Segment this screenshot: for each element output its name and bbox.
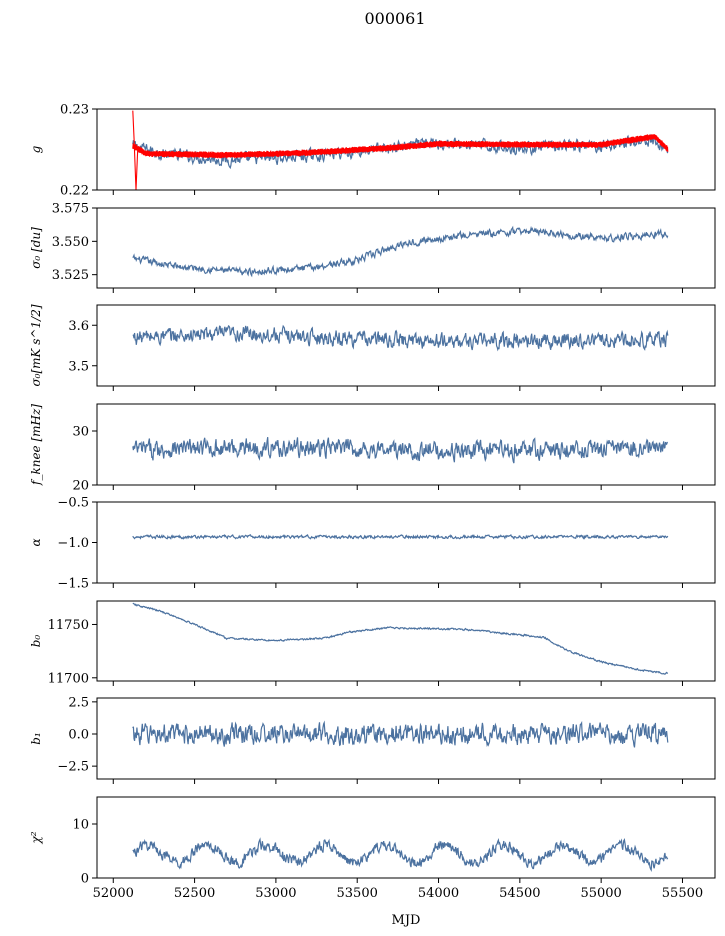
y-axis-label-chi2: χ² <box>29 831 43 844</box>
y-tick-label: 11750 <box>48 618 89 633</box>
axes-frame <box>96 403 716 486</box>
panel-b1: −2.5 0.0 2.5 b₁ <box>29 695 716 784</box>
y-axis-label-b0: b₀ <box>29 635 43 648</box>
y-tick-label: 3.6 <box>68 319 89 334</box>
panel-sigma_mk: 3.5 3.6 σ₀[mK s^1/2] <box>29 304 716 391</box>
panel-fknee: 20 30 f_knee [mHz] <box>29 403 716 494</box>
y-axis-label-fknee: f_knee [mHz] <box>29 404 43 486</box>
y-tick-label: −1.5 <box>57 577 89 592</box>
y-tick-label: 2.5 <box>68 695 89 710</box>
y-axis-label-b1: b₁ <box>29 732 43 745</box>
y-tick-label: 30 <box>72 425 89 440</box>
x-tick-label: 53000 <box>255 886 296 901</box>
axes-frame <box>96 796 716 879</box>
axes-frame <box>96 108 716 191</box>
y-axis-label-sigma_du: σ₀ [du] <box>29 227 43 269</box>
axes-frame <box>96 600 716 682</box>
series-line-b0 <box>132 602 669 675</box>
series-line-fknee <box>132 437 668 464</box>
x-tick-label: 52000 <box>93 886 134 901</box>
series-line-sigma_du <box>132 225 669 278</box>
y-tick-label: −2.5 <box>57 760 89 775</box>
axes-frame <box>96 207 716 289</box>
y-axis-label-g: g <box>29 145 43 153</box>
panel-chi2: 52000 52500 53000 53500 54000 54500 55000 55500… <box>29 796 716 901</box>
x-tick-label: 52500 <box>174 886 215 901</box>
x-tick-label: 55000 <box>580 886 621 901</box>
y-tick-label: −1.0 <box>57 536 89 551</box>
y-tick-label: 3.575 <box>52 202 89 217</box>
x-tick-label: 55500 <box>662 886 703 901</box>
series-line-alpha <box>132 533 669 540</box>
panel-sigma_du: 3.525 3.550 3.575 σ₀ [du] <box>29 202 716 293</box>
y-tick-label: 11700 <box>48 671 89 686</box>
series-line-g-fit <box>132 110 669 190</box>
series-line-chi2 <box>132 837 669 872</box>
x-tick-label: 54000 <box>418 886 459 901</box>
y-axis-label-alpha: α <box>29 538 43 546</box>
x-axis-label: MJD <box>392 913 421 928</box>
panel-b0: 11700 11750 b₀ <box>29 600 716 686</box>
y-tick-label: 0.22 <box>60 184 89 199</box>
axes-frame <box>96 304 716 387</box>
y-tick-label: 3.525 <box>52 268 89 283</box>
y-tick-label: 0.23 <box>60 103 89 118</box>
y-tick-label: −0.5 <box>57 496 89 511</box>
y-tick-label: 3.550 <box>52 235 89 250</box>
y-tick-label: 0.0 <box>68 728 89 743</box>
panels: 0.22 0.23 g 3.525 3.550 3.575 σ₀ [du] 3.5 3.6 σ₀[… <box>29 103 716 901</box>
y-tick-label: 10 <box>72 818 89 833</box>
x-tick-label: 54500 <box>499 886 540 901</box>
y-tick-label: 3.5 <box>68 359 89 374</box>
axes-frame <box>96 697 716 780</box>
series-line-sigma_mk <box>132 324 669 352</box>
panel-g: 0.22 0.23 g <box>29 103 716 199</box>
y-axis-label-sigma_mk: σ₀[mK s^1/2] <box>29 304 43 386</box>
series-line-b1 <box>132 720 669 748</box>
y-tick-label: 20 <box>72 479 89 494</box>
panel-alpha: −1.5 −1.0 −0.5 α <box>29 496 716 592</box>
figure-title: 000061 <box>364 9 425 28</box>
y-tick-label: 0 <box>81 872 89 887</box>
series-line-g <box>132 133 669 170</box>
axes-frame <box>96 501 716 584</box>
x-tick-label: 53500 <box>337 886 378 901</box>
